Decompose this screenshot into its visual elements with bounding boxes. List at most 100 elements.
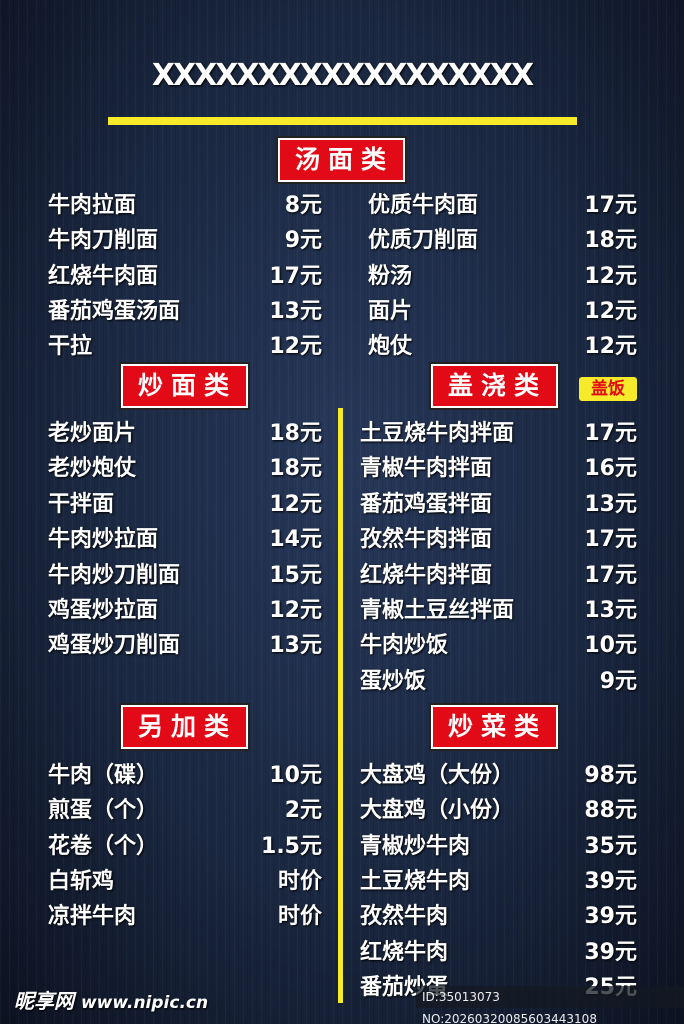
item-price: 12元 — [584, 298, 637, 324]
item-name: 红烧牛肉拌面 — [360, 562, 493, 588]
menu-item-soup: 红烧牛肉面 17元 — [48, 260, 322, 294]
menu-item-fried: 干拌面 12元 — [48, 488, 322, 522]
menu-item-soup: 炮仗 12元 — [368, 330, 637, 364]
menu-item-topping: 蛋炒饭 9元 — [360, 665, 637, 699]
item-name: 红烧牛肉 — [360, 939, 449, 965]
item-price: 时价 — [277, 868, 322, 894]
rice-badge: 盖饭 — [579, 377, 637, 401]
item-price: 17元 — [269, 263, 322, 289]
item-name: 土豆烧牛肉 — [360, 868, 471, 894]
watermark-logo-text: 昵享网 — [14, 989, 74, 1013]
menu-item-fried: 鸡蛋炒拉面 12元 — [48, 594, 322, 628]
menu-item-topping: 红烧牛肉拌面 17元 — [360, 559, 637, 593]
item-price: 13元 — [269, 298, 322, 324]
item-price: 9元 — [284, 228, 322, 254]
item-price: 时价 — [277, 904, 322, 930]
item-price: 12元 — [584, 334, 637, 360]
item-name: 土豆烧牛肉拌面 — [360, 421, 515, 446]
item-price: 18元 — [269, 456, 322, 482]
item-name: 面片 — [368, 298, 413, 324]
item-name: 青椒牛肉拌面 — [360, 456, 493, 482]
item-name: 煎蛋（个） — [48, 798, 159, 824]
item-price: 39元 — [584, 868, 637, 894]
item-price: 1.5元 — [261, 833, 322, 859]
item-price: 9元 — [599, 668, 637, 694]
menu-item-topping: 青椒牛肉拌面 16元 — [360, 452, 637, 486]
item-name: 凉拌牛肉 — [48, 904, 137, 930]
menu-item-soup: 粉汤 12元 — [368, 260, 637, 294]
item-price: 17元 — [584, 562, 637, 588]
item-name: 青椒土豆丝拌面 — [360, 598, 515, 623]
item-price: 17元 — [584, 527, 637, 553]
item-name: 优质牛肉面 — [368, 193, 479, 218]
menu-item-extra: 煎蛋（个） 2元 — [48, 794, 322, 828]
watermark-logo: 昵享网 www.nipic.cn — [14, 985, 208, 1014]
section-header-dishes: 炒菜类 — [429, 703, 560, 751]
menu-item-topping: 青椒土豆丝拌面 13元 — [360, 594, 637, 628]
watermark-id: ID:35013073 NO:20260320085603443108 — [416, 986, 684, 1026]
menu-item-fried: 老炒面片 18元 — [48, 417, 322, 451]
item-price: 12元 — [269, 491, 322, 517]
item-price: 18元 — [269, 421, 322, 446]
item-price: 10元 — [584, 633, 637, 659]
item-name: 红烧牛肉面 — [48, 263, 159, 289]
item-price: 16元 — [584, 456, 637, 482]
item-name: 牛肉炒拉面 — [48, 527, 159, 553]
menu-item-soup: 牛肉拉面 8元 — [48, 189, 322, 223]
item-name: 牛肉刀削面 — [48, 228, 159, 254]
item-price: 39元 — [584, 904, 637, 930]
item-price: 18元 — [584, 228, 637, 254]
item-name: 优质刀削面 — [368, 228, 479, 254]
item-price: 12元 — [269, 598, 322, 623]
item-name: 青椒炒牛肉 — [360, 833, 471, 859]
item-name: 鸡蛋炒刀削面 — [48, 633, 181, 659]
item-price: 17元 — [584, 421, 637, 446]
menu-item-extra: 花卷（个） 1.5元 — [48, 830, 322, 864]
menu-item-soup: 干拉 12元 — [48, 330, 322, 364]
menu-item-dishes: 土豆烧牛肉 39元 — [360, 865, 637, 899]
item-name: 孜然牛肉拌面 — [360, 527, 493, 553]
menu-item-fried: 牛肉炒拉面 14元 — [48, 523, 322, 557]
item-price: 13元 — [584, 598, 637, 623]
item-price: 8元 — [284, 193, 322, 218]
item-name: 花卷（个） — [48, 833, 159, 859]
item-price: 2元 — [284, 798, 322, 824]
item-price: 15元 — [269, 562, 322, 588]
item-price: 13元 — [584, 491, 637, 517]
title-divider — [108, 117, 577, 125]
item-price: 10元 — [269, 763, 322, 788]
item-name: 番茄鸡蛋拌面 — [360, 491, 493, 517]
menu-item-soup: 牛肉刀削面 9元 — [48, 224, 322, 258]
menu-item-soup: 番茄鸡蛋汤面 13元 — [48, 295, 322, 329]
column-divider — [338, 408, 343, 1003]
menu-item-fried: 鸡蛋炒刀削面 13元 — [48, 629, 322, 663]
section-header-extra: 另加类 — [119, 703, 250, 751]
menu-item-soup: 面片 12元 — [368, 295, 637, 329]
item-name: 牛肉炒饭 — [360, 633, 449, 659]
watermark-url: www.nipic.cn — [80, 993, 209, 1013]
menu-item-fried: 牛肉炒刀削面 15元 — [48, 559, 322, 593]
section-header-topping: 盖浇类 — [429, 362, 560, 410]
item-price: 14元 — [269, 527, 322, 553]
menu-item-soup: 优质刀削面 18元 — [368, 224, 637, 258]
menu-item-extra: 白斩鸡 时价 — [48, 865, 322, 899]
item-name: 干拉 — [48, 334, 93, 360]
item-name: 蛋炒饭 — [360, 668, 427, 694]
menu-item-topping: 牛肉炒饭 10元 — [360, 629, 637, 663]
item-price: 12元 — [269, 334, 322, 360]
item-price: 12元 — [584, 263, 637, 289]
menu-item-dishes: 大盘鸡（大份） 98元 — [360, 759, 637, 793]
item-name: 粉汤 — [368, 263, 413, 289]
section-header-soup: 汤面类 — [276, 136, 407, 184]
item-price: 88元 — [584, 798, 637, 824]
item-price: 39元 — [584, 939, 637, 965]
item-name: 大盘鸡（大份） — [360, 763, 515, 788]
menu-item-topping: 土豆烧牛肉拌面 17元 — [360, 417, 637, 451]
item-name: 老炒面片 — [48, 421, 137, 446]
item-price: 17元 — [584, 193, 637, 218]
item-price: 13元 — [269, 633, 322, 659]
item-name: 白斩鸡 — [48, 868, 115, 894]
menu-item-dishes: 孜然牛肉 39元 — [360, 900, 637, 934]
menu-item-dishes: 青椒炒牛肉 35元 — [360, 830, 637, 864]
